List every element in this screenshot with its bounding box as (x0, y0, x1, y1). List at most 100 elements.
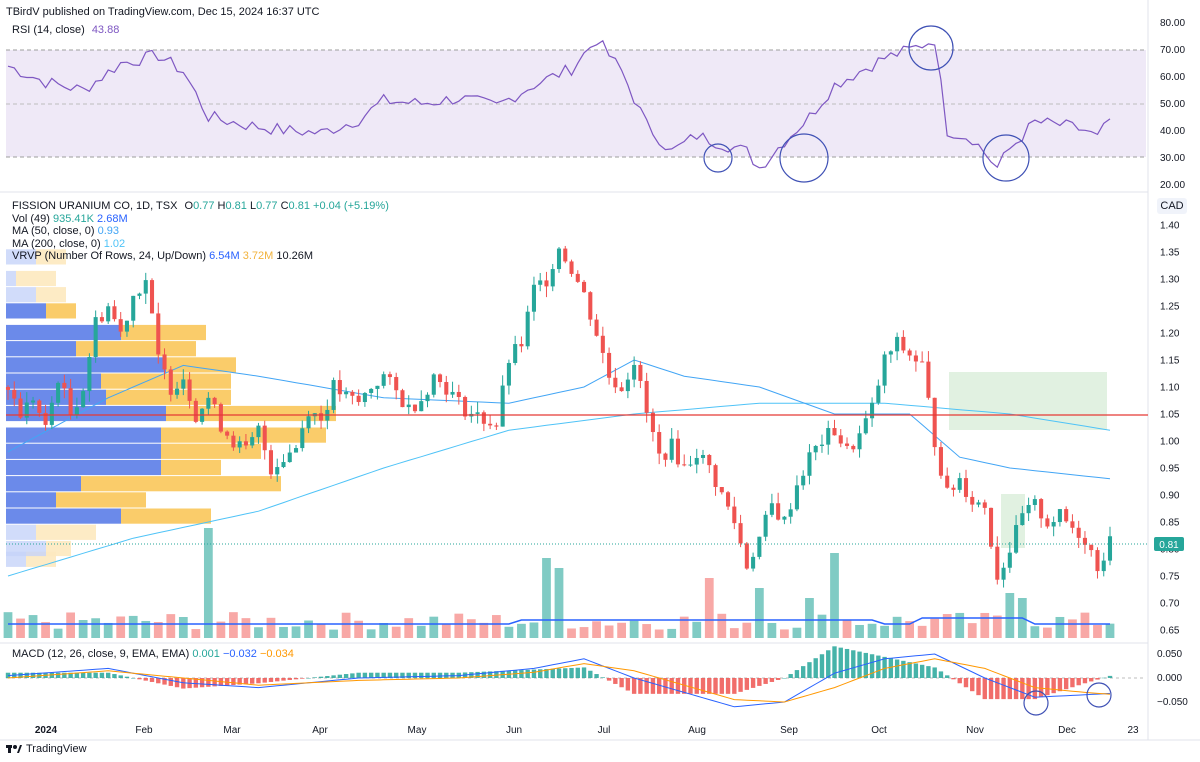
main-legend: FISSION URANIUM CO, 1D, TSX O0.77 H0.81 … (12, 200, 389, 263)
macd-hist-bar (343, 674, 349, 678)
vrvp-up-bar (6, 443, 161, 459)
candle-body (381, 374, 386, 386)
volume-bar (53, 628, 63, 638)
macd-hist-bar (700, 678, 706, 694)
tradingview-logo[interactable]: TradingView (6, 743, 87, 755)
candle-body (456, 391, 461, 397)
vrvp-up-bar (6, 508, 121, 524)
candle-body (500, 385, 505, 427)
price-tick-label: 1.05 (1160, 410, 1180, 421)
candle-body (988, 507, 994, 547)
candle-body (976, 502, 981, 505)
candle-body (31, 400, 36, 403)
rsi-circle-4 (982, 134, 1030, 182)
macd-hist-bar (62, 672, 67, 678)
vrvp-down-bar (81, 476, 281, 492)
candle-body (588, 292, 593, 320)
macd-hist-bar (318, 676, 324, 678)
volume-bar (141, 620, 151, 638)
macd-hist-bar (331, 675, 336, 678)
macd-hist-bar (1107, 675, 1113, 678)
volume-bar (479, 622, 489, 638)
time-tick-label: 23 (1127, 725, 1139, 736)
candle-body (437, 374, 443, 383)
candle-body (769, 503, 774, 515)
candle-body (337, 380, 342, 395)
macd-hist-bar (1020, 678, 1025, 700)
candle-body (18, 398, 23, 418)
candle-body (970, 496, 975, 505)
macd-hist-bar (656, 678, 662, 694)
currency-button[interactable]: CAD (1157, 198, 1187, 214)
volume-profile (6, 249, 336, 567)
macd-hist-bar (713, 678, 718, 694)
macd-hist-bar (882, 656, 887, 678)
candle-body (319, 413, 324, 421)
volume-bar (905, 621, 915, 638)
macd-hist-bar (425, 672, 430, 678)
macd-hist-bar (901, 660, 906, 678)
macd-hist-bar (250, 678, 255, 684)
candle-body (218, 404, 223, 432)
candle-body (851, 445, 856, 450)
candle-body (131, 295, 136, 321)
candle-body (788, 509, 793, 517)
rsi-tick-label: 20.00 (1160, 180, 1185, 191)
macd-hist-bar (782, 678, 787, 679)
volume-bar (466, 619, 476, 638)
candle-body (74, 407, 79, 415)
candle-body (375, 385, 380, 389)
candle-body (876, 385, 881, 403)
macd-hist-bar (131, 678, 136, 679)
macd-hist-bar (118, 675, 123, 678)
macd-hist-bar (807, 662, 812, 678)
ma200-line (7, 402, 1111, 577)
macd-hist-bar (143, 678, 148, 681)
macd-hist-bar (775, 678, 781, 680)
vrvp-up-bar (6, 357, 166, 373)
candle-body (751, 556, 756, 569)
candle-body (763, 514, 768, 537)
volume-bar (178, 617, 188, 638)
macd-hist-bar (469, 672, 474, 678)
candle-body (863, 418, 868, 434)
macd-hist-bar (1045, 678, 1050, 696)
volume-bar (867, 623, 877, 638)
candle-body (43, 412, 48, 425)
price-tick-label: 1.25 (1160, 302, 1180, 313)
candle-body (882, 354, 887, 386)
candle-body (62, 382, 67, 389)
volume-bar (604, 625, 614, 638)
candle-body (838, 435, 843, 444)
candle-body (550, 269, 555, 287)
candle-body (613, 377, 618, 388)
candle-body (732, 506, 737, 524)
volume-bar (191, 629, 201, 638)
candle-body (187, 379, 192, 401)
macd-hist-bar (30, 672, 36, 678)
candle-body (1107, 536, 1113, 561)
macd-hist-bar (105, 672, 111, 678)
macd-hist-bar (650, 678, 656, 694)
volume-bar (667, 628, 677, 638)
candle-body (513, 344, 518, 363)
candle-body (888, 351, 893, 355)
vrvp-down-bar (46, 303, 76, 319)
volume-bar (517, 623, 526, 638)
volume-bar (1093, 625, 1102, 638)
macd-hist-bar (519, 670, 524, 678)
macd-hist-bar (544, 669, 549, 678)
time-tick-label: Feb (135, 725, 153, 736)
macd-hist-bar (74, 672, 80, 678)
last-price-badge (1154, 537, 1184, 551)
volume-bar (329, 629, 338, 638)
vrvp-up-bar (6, 476, 81, 492)
candle-body (1014, 525, 1019, 553)
candle-body (832, 428, 837, 436)
candle-body (225, 431, 230, 436)
candle-body (644, 380, 649, 413)
candle-body (344, 391, 349, 395)
macd-hist-bar (362, 672, 368, 678)
candle-body (68, 388, 73, 415)
